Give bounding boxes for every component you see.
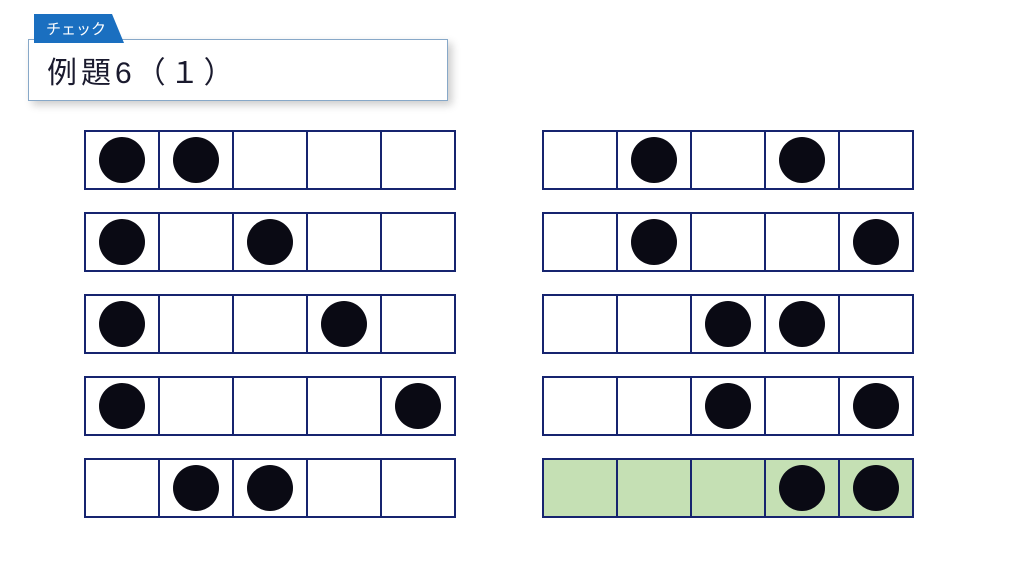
grid-row — [84, 458, 456, 518]
check-tag: チェック — [34, 14, 124, 43]
grid-cell — [542, 212, 618, 272]
grid-cell — [158, 130, 234, 190]
dot-icon — [853, 383, 899, 429]
grid-cell — [306, 458, 382, 518]
grid-cell — [158, 458, 234, 518]
dot-icon — [395, 383, 441, 429]
grid-cell — [232, 294, 308, 354]
grid-cell — [232, 130, 308, 190]
dot-icon — [779, 465, 825, 511]
dot-icon — [247, 219, 293, 265]
grid-cell — [84, 294, 160, 354]
grid-cell — [838, 458, 914, 518]
dot-icon — [631, 219, 677, 265]
dot-icon — [99, 301, 145, 347]
grid-cell — [380, 376, 456, 436]
grid-cell — [158, 294, 234, 354]
grid-cell — [616, 212, 692, 272]
dot-icon — [99, 219, 145, 265]
grid-cell — [616, 294, 692, 354]
grid-cell — [764, 458, 840, 518]
grid-cell — [380, 212, 456, 272]
grid-cell — [380, 294, 456, 354]
dot-icon — [99, 137, 145, 183]
grid-cell — [764, 294, 840, 354]
grid-cell — [764, 212, 840, 272]
dot-icon — [631, 137, 677, 183]
grid-cell — [616, 376, 692, 436]
grid-cell — [690, 130, 766, 190]
grid-cell — [158, 212, 234, 272]
grid-row — [84, 130, 456, 190]
grid-cell — [306, 376, 382, 436]
dot-icon — [779, 301, 825, 347]
grid-cell — [838, 294, 914, 354]
grid-cell — [306, 294, 382, 354]
grid-cell — [616, 130, 692, 190]
grid-cell — [838, 376, 914, 436]
grid-cell — [84, 130, 160, 190]
grid-cell — [542, 458, 618, 518]
grid-cell — [542, 130, 618, 190]
grid-cell — [306, 212, 382, 272]
dot-icon — [173, 465, 219, 511]
dot-icon — [779, 137, 825, 183]
grid-cell — [380, 130, 456, 190]
grid-row — [542, 130, 914, 190]
dot-icon — [99, 383, 145, 429]
grid-cell — [838, 212, 914, 272]
grids-container — [84, 130, 914, 518]
header-section: チェック 例題6（１） — [28, 14, 448, 101]
grid-cell — [690, 458, 766, 518]
grid-cell — [158, 376, 234, 436]
grid-cell — [84, 376, 160, 436]
grid-cell — [690, 294, 766, 354]
right-grid — [542, 130, 914, 518]
grid-cell — [690, 212, 766, 272]
grid-cell — [542, 376, 618, 436]
dot-icon — [173, 137, 219, 183]
dot-icon — [705, 301, 751, 347]
left-grid — [84, 130, 456, 518]
grid-cell — [232, 458, 308, 518]
grid-cell — [232, 376, 308, 436]
grid-row — [542, 376, 914, 436]
grid-cell — [306, 130, 382, 190]
grid-cell — [616, 458, 692, 518]
grid-row — [84, 212, 456, 272]
grid-cell — [764, 130, 840, 190]
dot-icon — [853, 219, 899, 265]
dot-icon — [705, 383, 751, 429]
grid-row — [84, 294, 456, 354]
grid-row — [84, 376, 456, 436]
grid-cell — [380, 458, 456, 518]
grid-cell — [764, 376, 840, 436]
dot-icon — [321, 301, 367, 347]
grid-row — [542, 458, 914, 518]
grid-cell — [838, 130, 914, 190]
grid-cell — [542, 294, 618, 354]
dot-icon — [247, 465, 293, 511]
page-title: 例題6（１） — [28, 39, 448, 101]
grid-cell — [690, 376, 766, 436]
dot-icon — [853, 465, 899, 511]
grid-cell — [232, 212, 308, 272]
grid-row — [542, 294, 914, 354]
grid-cell — [84, 458, 160, 518]
grid-row — [542, 212, 914, 272]
grid-cell — [84, 212, 160, 272]
